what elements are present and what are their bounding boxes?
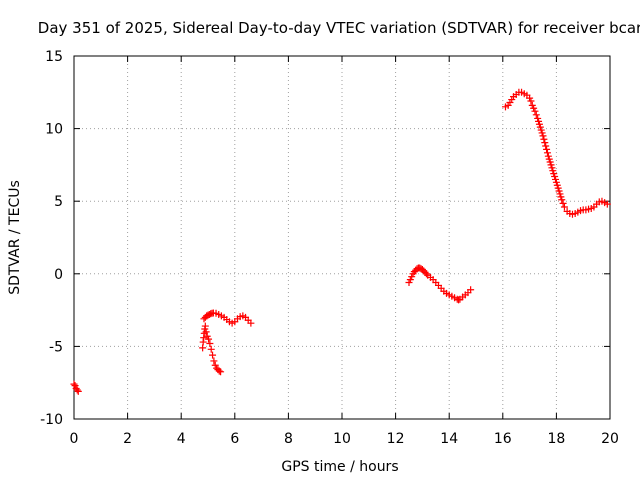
y-axis-label: SDTVAR / TECUs <box>7 180 23 295</box>
data-point <box>543 149 551 157</box>
y-tick-label: 0 <box>54 267 63 283</box>
x-tick-label: 14 <box>440 431 458 447</box>
x-tick-label: 12 <box>387 431 405 447</box>
data-point <box>541 139 549 147</box>
data-point <box>543 145 551 153</box>
data-point <box>422 270 430 278</box>
x-tick-label: 4 <box>177 431 186 447</box>
data-point <box>70 380 78 388</box>
axis-ticks: 0 2 4 6 8 10 12 14 16 18 20 -10 -5 0 5 10 15 <box>40 49 619 447</box>
data-point <box>558 196 566 204</box>
data-point <box>217 368 225 376</box>
data-point <box>540 135 548 143</box>
data-points <box>70 88 611 395</box>
x-tick-label: 18 <box>547 431 565 447</box>
x-tick-label: 8 <box>284 431 293 447</box>
data-point <box>207 345 215 353</box>
data-point <box>560 203 568 211</box>
y-tick-label: -5 <box>49 339 63 355</box>
grid-lines <box>74 56 610 419</box>
data-point <box>527 97 535 105</box>
x-tick-label: 20 <box>601 431 619 447</box>
x-tick-label: 6 <box>230 431 239 447</box>
data-point <box>74 387 82 395</box>
data-point <box>209 351 217 359</box>
data-point <box>559 199 567 207</box>
data-point <box>202 328 210 336</box>
data-point <box>539 132 547 140</box>
data-point <box>532 111 540 119</box>
data-point <box>247 319 255 327</box>
y-tick-label: -10 <box>40 412 63 428</box>
x-tick-label: 16 <box>494 431 512 447</box>
x-tick-label: 10 <box>333 431 351 447</box>
data-point <box>206 339 214 347</box>
data-point <box>531 107 539 115</box>
data-point <box>215 367 223 375</box>
x-tick-label: 2 <box>123 431 132 447</box>
data-point <box>542 142 550 150</box>
y-tick-label: 5 <box>54 194 63 210</box>
data-point <box>467 286 475 294</box>
y-tick-label: 15 <box>45 49 63 65</box>
data-point <box>201 322 209 330</box>
data-point <box>73 386 81 394</box>
data-point <box>205 335 213 343</box>
y-tick-label: 10 <box>45 122 63 138</box>
x-axis-label: GPS time / hours <box>281 459 398 475</box>
x-tick-label: 0 <box>70 431 79 447</box>
chart-title: Day 351 of 2025, Sidereal Day-to-day VTE… <box>38 19 640 37</box>
data-point <box>603 200 611 208</box>
data-point <box>455 296 463 304</box>
data-point <box>210 357 218 365</box>
